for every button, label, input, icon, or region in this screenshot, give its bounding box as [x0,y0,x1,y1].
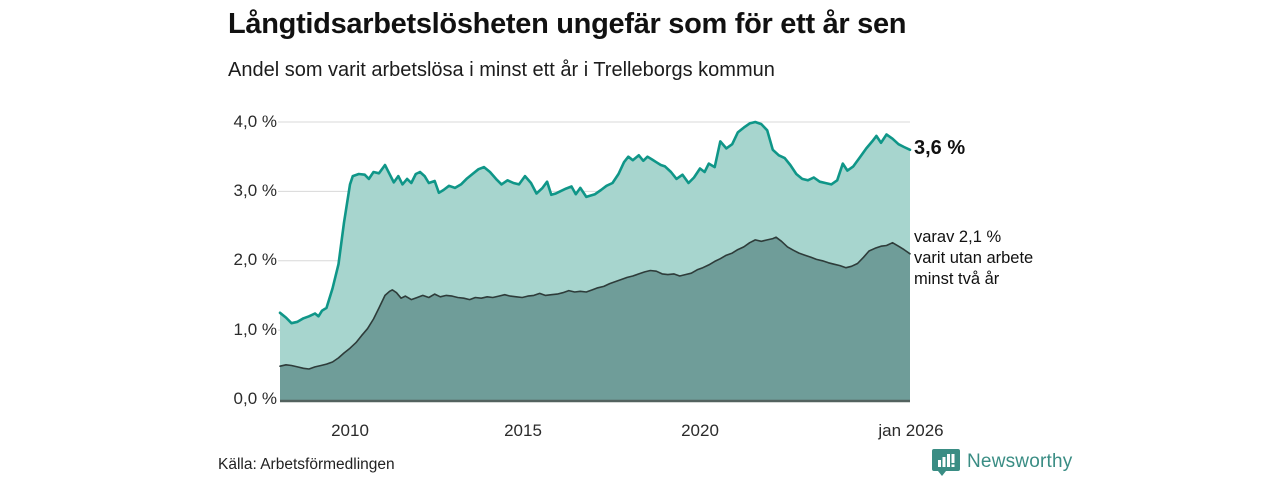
source-label: Källa: Arbetsförmedlingen [218,456,395,473]
secondary-series-value-line: minst två år [914,270,1000,288]
y-axis-tick-label: 3,0 % [233,181,277,200]
logo-bubble-shape [932,449,960,476]
y-axis-tick-label: 4,0 % [233,112,277,131]
secondary-series-value-label: varav 2,1 % varit utan arbete minst två … [914,227,1033,290]
total-series-value-label: 3,6 % [914,137,966,159]
secondary-series-value-line: varit utan arbete [914,249,1034,267]
secondary-series-value-line: varav 2,1 % [914,228,1002,246]
x-axis-tick-label: 2010 [331,421,369,440]
logo-exclamation-bar [951,454,955,463]
logo-bar-small [938,460,941,467]
newsworthy-logo-text: Newsworthy [967,450,1073,472]
chart-title: Långtidsarbetslösheten ungefär som för e… [228,8,907,40]
newsworthy-logo: Newsworthy [932,447,1072,476]
y-axis-tick-label: 1,0 % [233,320,277,339]
y-axis-tick-label: 2,0 % [233,250,277,269]
x-axis-tick-label: 2015 [504,421,542,440]
x-axis-tick-label: jan 2026 [878,421,944,440]
newsworthy-logo-icon [932,449,960,476]
chart-subtitle: Andel som varit arbetslösa i minst ett å… [228,59,775,81]
logo-exclamation-dot [951,464,955,467]
logo-bar-large [947,454,950,467]
x-axis-tick-label: 2020 [681,421,719,440]
logo-bar-medium [942,457,946,467]
y-axis-tick-label: 0,0 % [233,389,277,408]
